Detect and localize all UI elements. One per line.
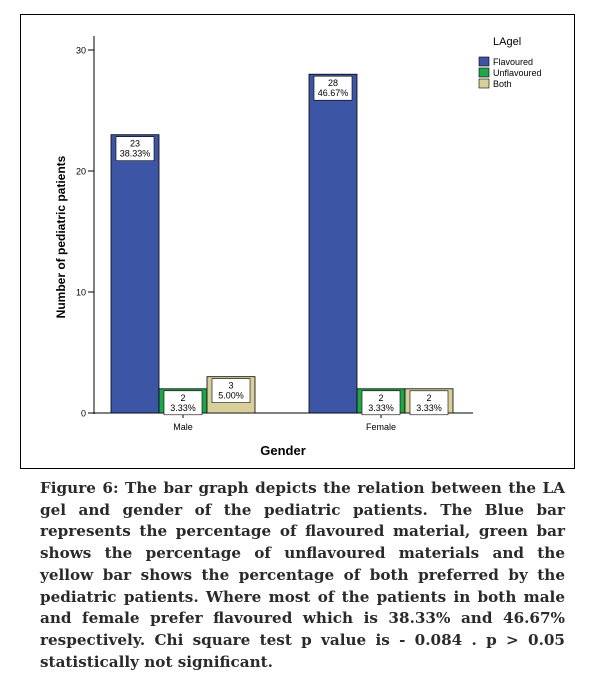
data-label-count: 2 (378, 393, 383, 403)
data-label-percent: 3.33% (416, 403, 442, 413)
data-label-box (115, 136, 155, 161)
legend-label: Unflavoured (493, 68, 542, 78)
legend-swatch (478, 56, 490, 67)
bar (308, 73, 358, 414)
data-label-count: 23 (130, 139, 140, 149)
data-label-percent: 38.33% (120, 149, 151, 159)
bar-chart: 0 10 20 30 Number of pediatric patients Gende… (54, 36, 542, 458)
data-label-box (313, 75, 353, 101)
data-label-box (163, 390, 203, 416)
data-label-percent: 46.67% (318, 88, 349, 98)
y-tick-label: 10 (76, 288, 86, 298)
x-axis-label: Gender (260, 443, 306, 458)
data-label-box (361, 390, 401, 416)
bar (110, 134, 160, 414)
legend-label: Flavoured (493, 57, 533, 67)
y-tick-label: 0 (81, 409, 86, 419)
data-label-box (409, 390, 449, 416)
data-label-percent: 5.00% (218, 391, 244, 401)
data-label-count: 2 (426, 393, 431, 403)
data-label-percent: 3.33% (170, 403, 196, 413)
legend-title: LAgel (493, 36, 521, 48)
y-tick-label: 30 (76, 46, 86, 56)
data-label-count: 2 (180, 393, 185, 403)
figure-caption: Figure 6: The bar graph depicts the rela… (40, 479, 565, 671)
data-label-box (211, 378, 251, 404)
chart-frame: 0 10 20 30 Number of pediatric patients Gende… (20, 14, 575, 469)
y-axis-label: Number of pediatric patients (54, 155, 68, 318)
legend-swatch (478, 67, 490, 78)
data-label-count: 3 (228, 381, 233, 391)
data-label-count: 28 (328, 78, 338, 88)
legend-label: Both (493, 79, 512, 89)
y-tick-label: 20 (76, 167, 86, 177)
data-label-percent: 3.33% (368, 403, 394, 413)
legend-swatch (478, 78, 490, 89)
x-tick-label: Female (366, 422, 396, 432)
x-tick-label: Male (173, 422, 193, 432)
